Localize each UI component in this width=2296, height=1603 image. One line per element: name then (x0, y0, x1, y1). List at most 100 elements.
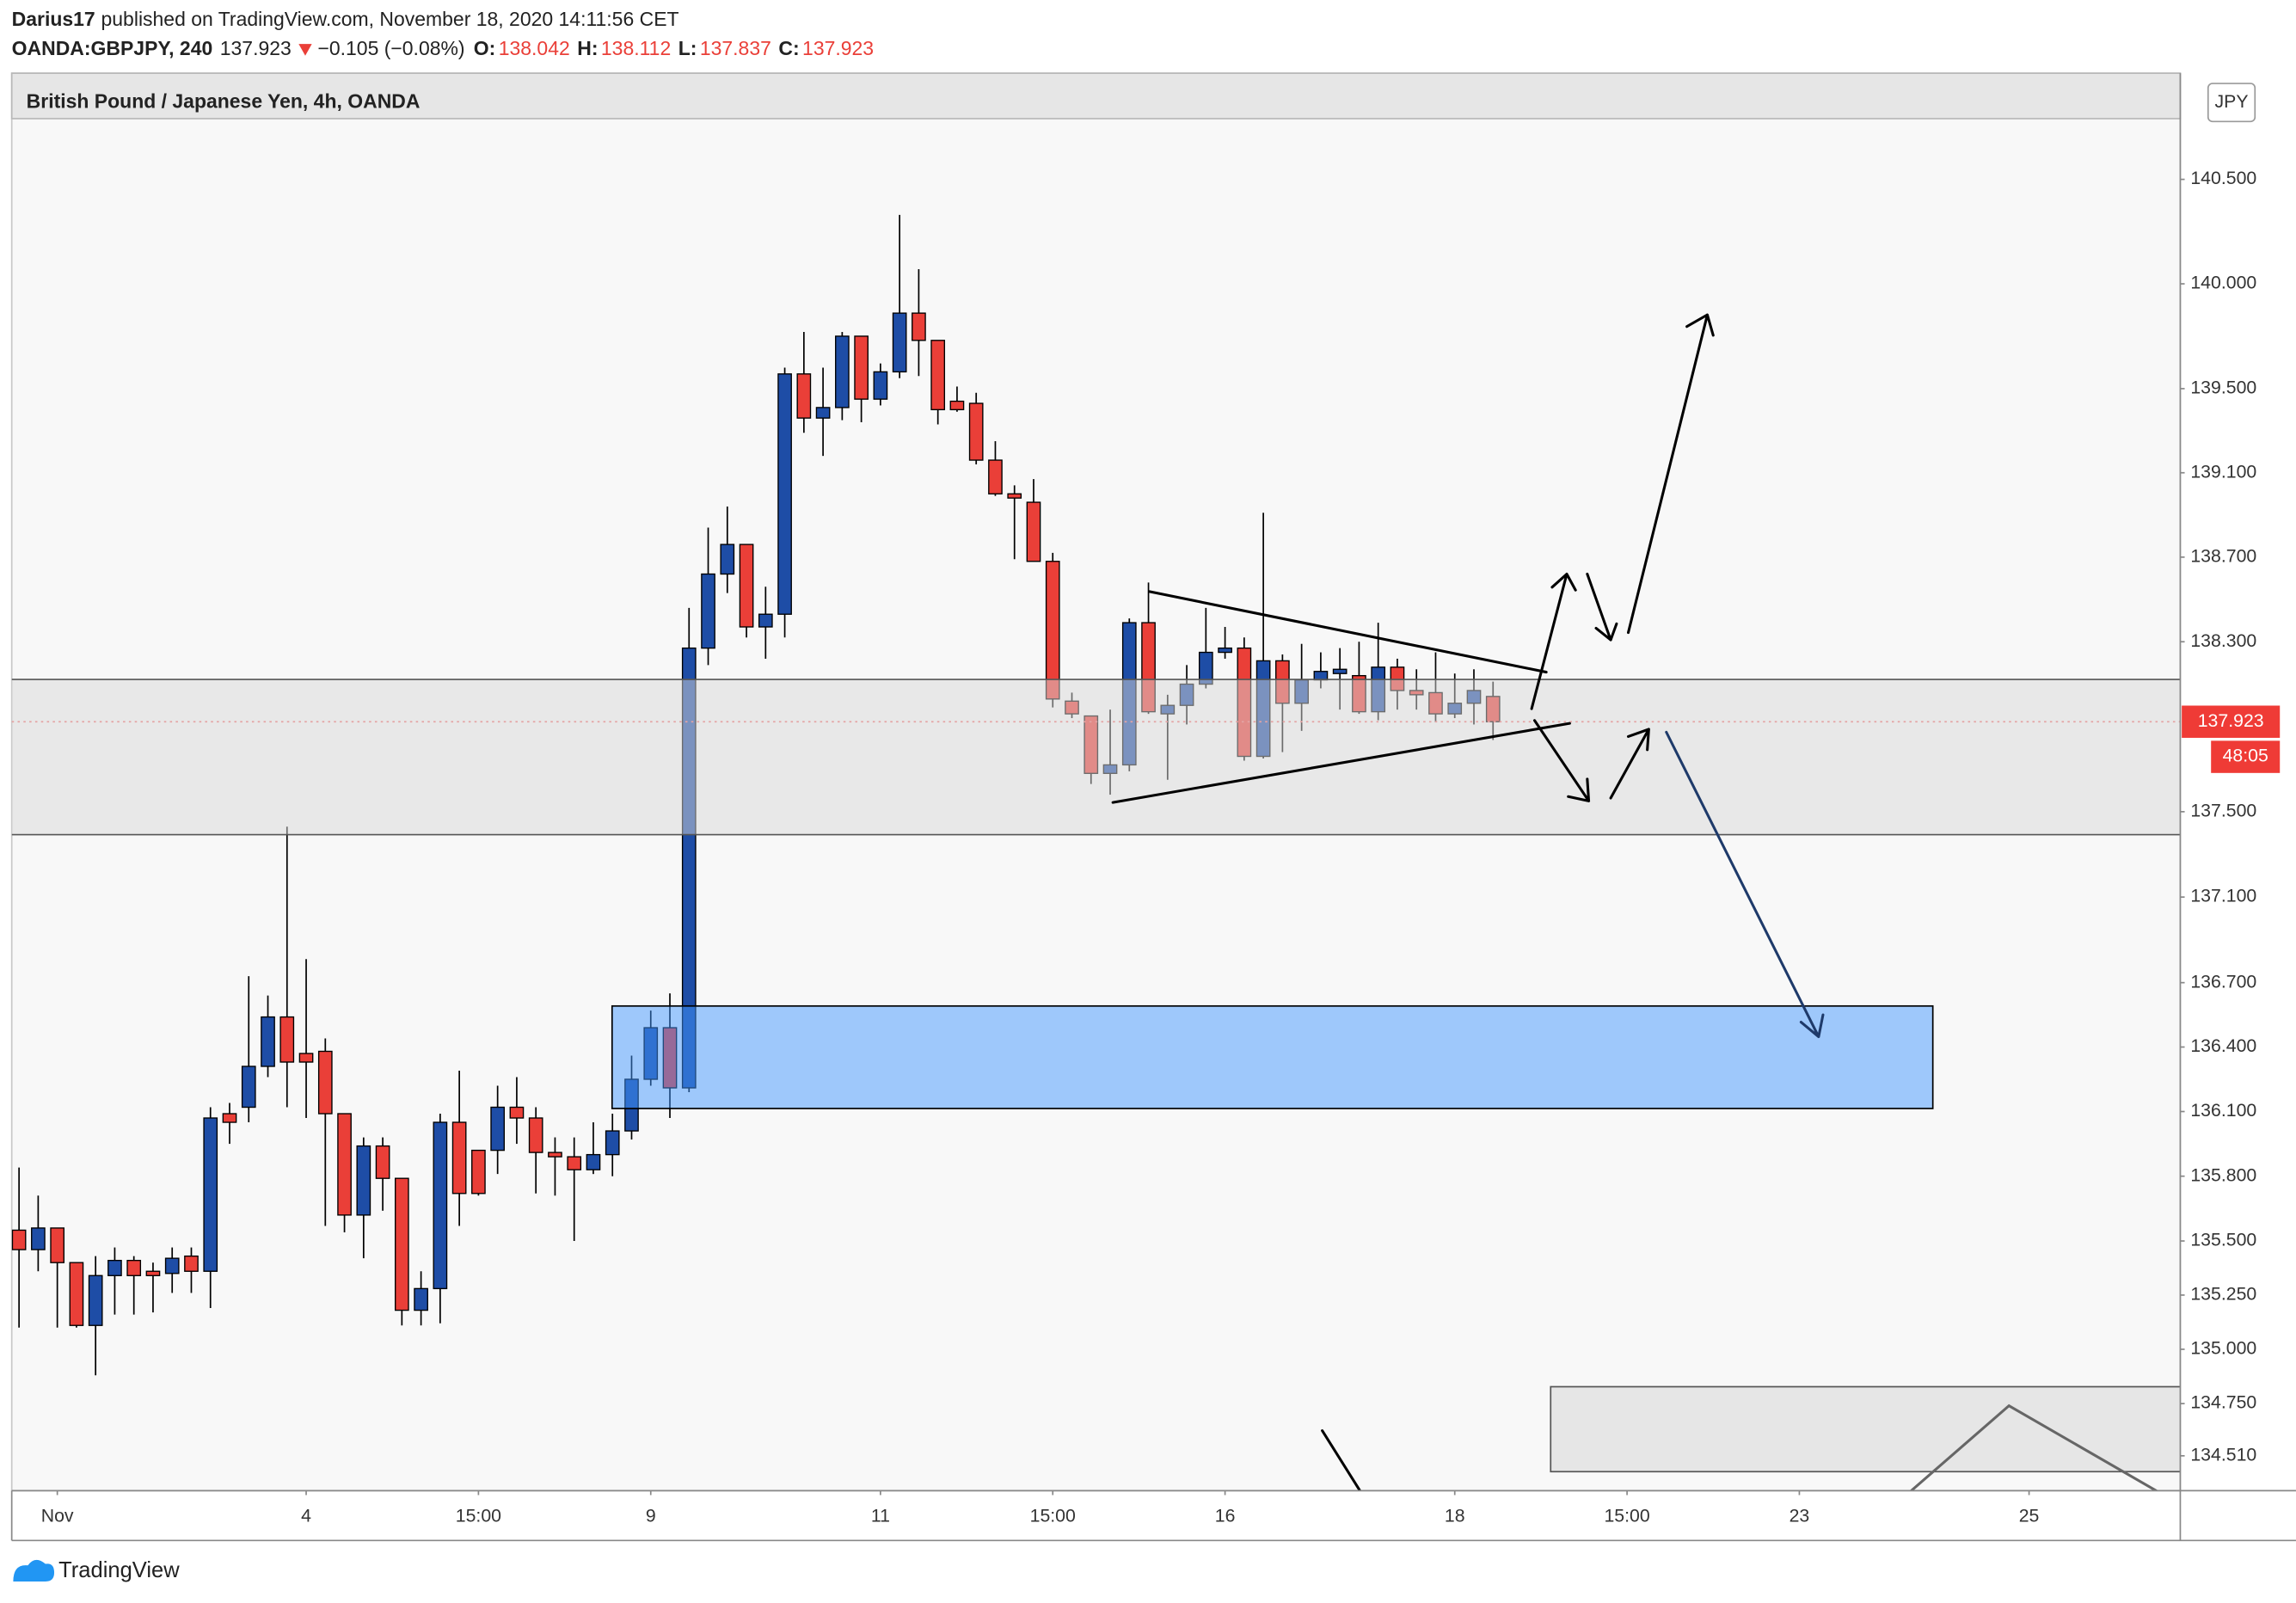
candle-body (835, 335, 850, 408)
y-tick-label: 140.500 (2190, 168, 2256, 188)
footer-brand: TradingView (58, 1558, 180, 1582)
candle-body (586, 1153, 601, 1170)
candle-body (701, 573, 715, 649)
candle-body (968, 402, 984, 461)
candle-body (1026, 501, 1041, 562)
triangle-upper (1148, 590, 1548, 674)
candle-body (490, 1106, 506, 1152)
candle-body (298, 1053, 314, 1063)
x-tick-label: 15:00 (1030, 1506, 1076, 1526)
candle-body (261, 1016, 275, 1067)
demand-zone (611, 1004, 1934, 1109)
candle-body (279, 1016, 295, 1063)
last-price: 137.923 (220, 37, 292, 59)
y-tick-label: 136.400 (2190, 1035, 2256, 1056)
candle-body (1218, 647, 1232, 654)
low-label: L: (678, 37, 697, 59)
candle-body (643, 1027, 659, 1080)
candle-body (930, 340, 946, 411)
close-label: C: (778, 37, 799, 59)
candle-body (1332, 668, 1348, 674)
candle-body (1045, 561, 1060, 700)
candle-body (31, 1227, 46, 1250)
currency-box (2207, 83, 2256, 123)
high-label: H: (577, 37, 598, 59)
y-tick-label: 138.700 (2190, 545, 2256, 566)
candle-body (241, 1066, 256, 1109)
y-tick-label: 135.500 (2190, 1230, 2256, 1250)
open-value: 138.042 (499, 37, 570, 59)
support-zone (11, 679, 2181, 835)
candle-body (873, 371, 888, 400)
low-value: 137.837 (700, 37, 771, 59)
candle-body (107, 1259, 122, 1276)
last-price-box (2182, 705, 2281, 738)
x-tick-label: Nov (41, 1506, 74, 1526)
candle-body (451, 1121, 467, 1195)
tradingview-logo (13, 1559, 55, 1582)
y-tick-label: 138.300 (2190, 630, 2256, 651)
currency: JPY (2215, 91, 2249, 112)
candle-body (892, 312, 907, 373)
open-label: O: (474, 37, 496, 59)
candle-body (395, 1177, 409, 1311)
candle-body (988, 459, 1003, 494)
trend-line (1321, 1429, 1362, 1491)
close-value: 137.923 (802, 37, 874, 59)
arrow (1665, 730, 1825, 1039)
arrow (1626, 313, 1715, 635)
y-tick-label: 137.500 (2190, 800, 2256, 820)
candle-body (50, 1227, 64, 1263)
high-value: 138.112 (601, 37, 671, 59)
candle-body (164, 1257, 180, 1274)
candle-body (815, 407, 831, 419)
candle-body (203, 1117, 218, 1272)
y-tick-label: 139.500 (2190, 378, 2256, 398)
candle-body (337, 1113, 352, 1216)
y-tick-label: 136.700 (2190, 971, 2256, 992)
y-tick-label: 135.250 (2190, 1284, 2256, 1305)
candle-body (414, 1287, 428, 1311)
x-tick-label: 18 (1445, 1506, 1465, 1526)
arrow (1586, 572, 1618, 642)
arrow (1609, 728, 1650, 800)
y-tick-label: 134.750 (2190, 1392, 2256, 1413)
arrow (1530, 572, 1577, 710)
last-price-label: 137.923 (2198, 710, 2264, 731)
candle-body (509, 1106, 525, 1119)
candle-body (739, 544, 754, 628)
candle-body (624, 1078, 639, 1132)
published-info: published on TradingView.com, November 1… (101, 8, 679, 30)
y-tick-label: 140.000 (2190, 273, 2256, 293)
candle-body (145, 1270, 161, 1276)
candle-body (375, 1145, 390, 1179)
candle-body (356, 1145, 371, 1216)
triangle-lower (1111, 722, 1571, 804)
x-tick-label: 15:00 (1604, 1506, 1649, 1526)
candle-body (88, 1274, 103, 1326)
candle-body (1007, 493, 1022, 499)
candle-body (796, 373, 812, 419)
candle-body (662, 1027, 678, 1089)
x-tick-label: 4 (301, 1506, 311, 1526)
candle-body (777, 373, 792, 615)
y-tick-label: 135.000 (2190, 1338, 2256, 1359)
plot-area (11, 214, 2181, 1491)
x-tick-label: 9 (646, 1506, 656, 1526)
axis-labels: 137.923 48:05 140.500 140.000 139.500 139.100… (41, 168, 2281, 1526)
title-bar (10, 72, 2182, 120)
candle-body (433, 1121, 448, 1290)
y-tick-label: 139.100 (2190, 461, 2256, 482)
arrow (1532, 719, 1591, 802)
author: Darius17 (12, 8, 95, 30)
candle-body (548, 1152, 562, 1158)
candle-body (912, 312, 926, 341)
candle-body (567, 1156, 582, 1170)
candle-body (758, 613, 773, 628)
y-tick-label: 137.100 (2190, 886, 2256, 906)
candle-body (126, 1259, 142, 1276)
candle-body (1313, 671, 1329, 681)
x-tick-label: 15:00 (456, 1506, 501, 1526)
candle-body (471, 1149, 486, 1195)
